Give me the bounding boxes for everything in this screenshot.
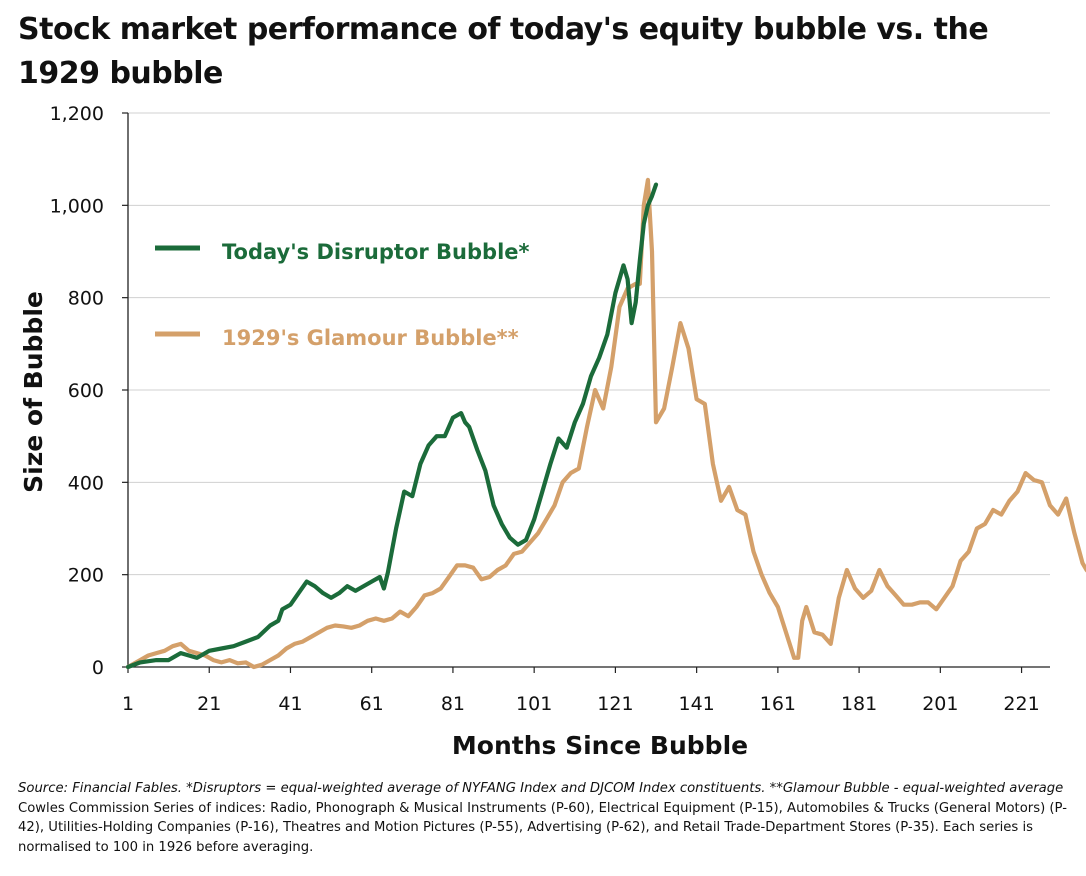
series-line-glamour xyxy=(125,177,1086,670)
x-tick-label: 81 xyxy=(441,693,465,715)
axes xyxy=(127,113,1050,673)
x-tick-label: 21 xyxy=(197,693,221,715)
source-note-body: Cowles Commission Series of indices: Rad… xyxy=(18,800,1067,855)
y-tick-label: 600 xyxy=(68,380,104,402)
legend-label-glamour: 1929's Glamour Bubble** xyxy=(222,326,519,350)
y-tick-label: 0 xyxy=(92,657,104,679)
x-axis-title: Months Since Bubble xyxy=(452,731,748,760)
y-tick-label: 1,000 xyxy=(50,195,104,217)
legend-label-disruptor: Today's Disruptor Bubble* xyxy=(222,240,530,264)
x-tick-labels: 1 21 41 61 81 101 121 141 161 181 201 221 xyxy=(122,693,1040,715)
x-tick-label: 141 xyxy=(679,693,715,715)
y-tick-label: 1,200 xyxy=(50,103,104,125)
x-tick-label: 221 xyxy=(1003,693,1039,715)
chart-title: Stock market performance of today's equi… xyxy=(18,12,989,91)
y-axis-title: Size of Bubble xyxy=(19,291,48,493)
source-note: Source: Financial Fables. *Disruptors = … xyxy=(18,779,1073,857)
x-tick-label: 121 xyxy=(597,693,633,715)
y-tick-label: 800 xyxy=(68,288,104,310)
gridlines xyxy=(122,112,1050,668)
y-tick-label: 200 xyxy=(68,565,104,587)
series-line-disruptor xyxy=(125,182,659,670)
x-tick-label: 41 xyxy=(278,693,302,715)
x-tick-label: 161 xyxy=(760,693,796,715)
x-tick-label: 181 xyxy=(841,693,877,715)
y-tick-label: 400 xyxy=(68,472,104,494)
x-tick-label: 201 xyxy=(922,693,958,715)
y-tick-labels: 0 200 400 600 800 1,000 1,200 xyxy=(50,103,104,679)
x-tick-label: 101 xyxy=(516,693,552,715)
series-lines xyxy=(125,177,1086,670)
x-tick-label: 1 xyxy=(122,693,134,715)
source-note-italic: Source: Financial Fables. *Disruptors = … xyxy=(18,781,1064,796)
legend: Today's Disruptor Bubble* 1929's Glamour… xyxy=(155,240,530,350)
x-tick-label: 61 xyxy=(360,693,384,715)
